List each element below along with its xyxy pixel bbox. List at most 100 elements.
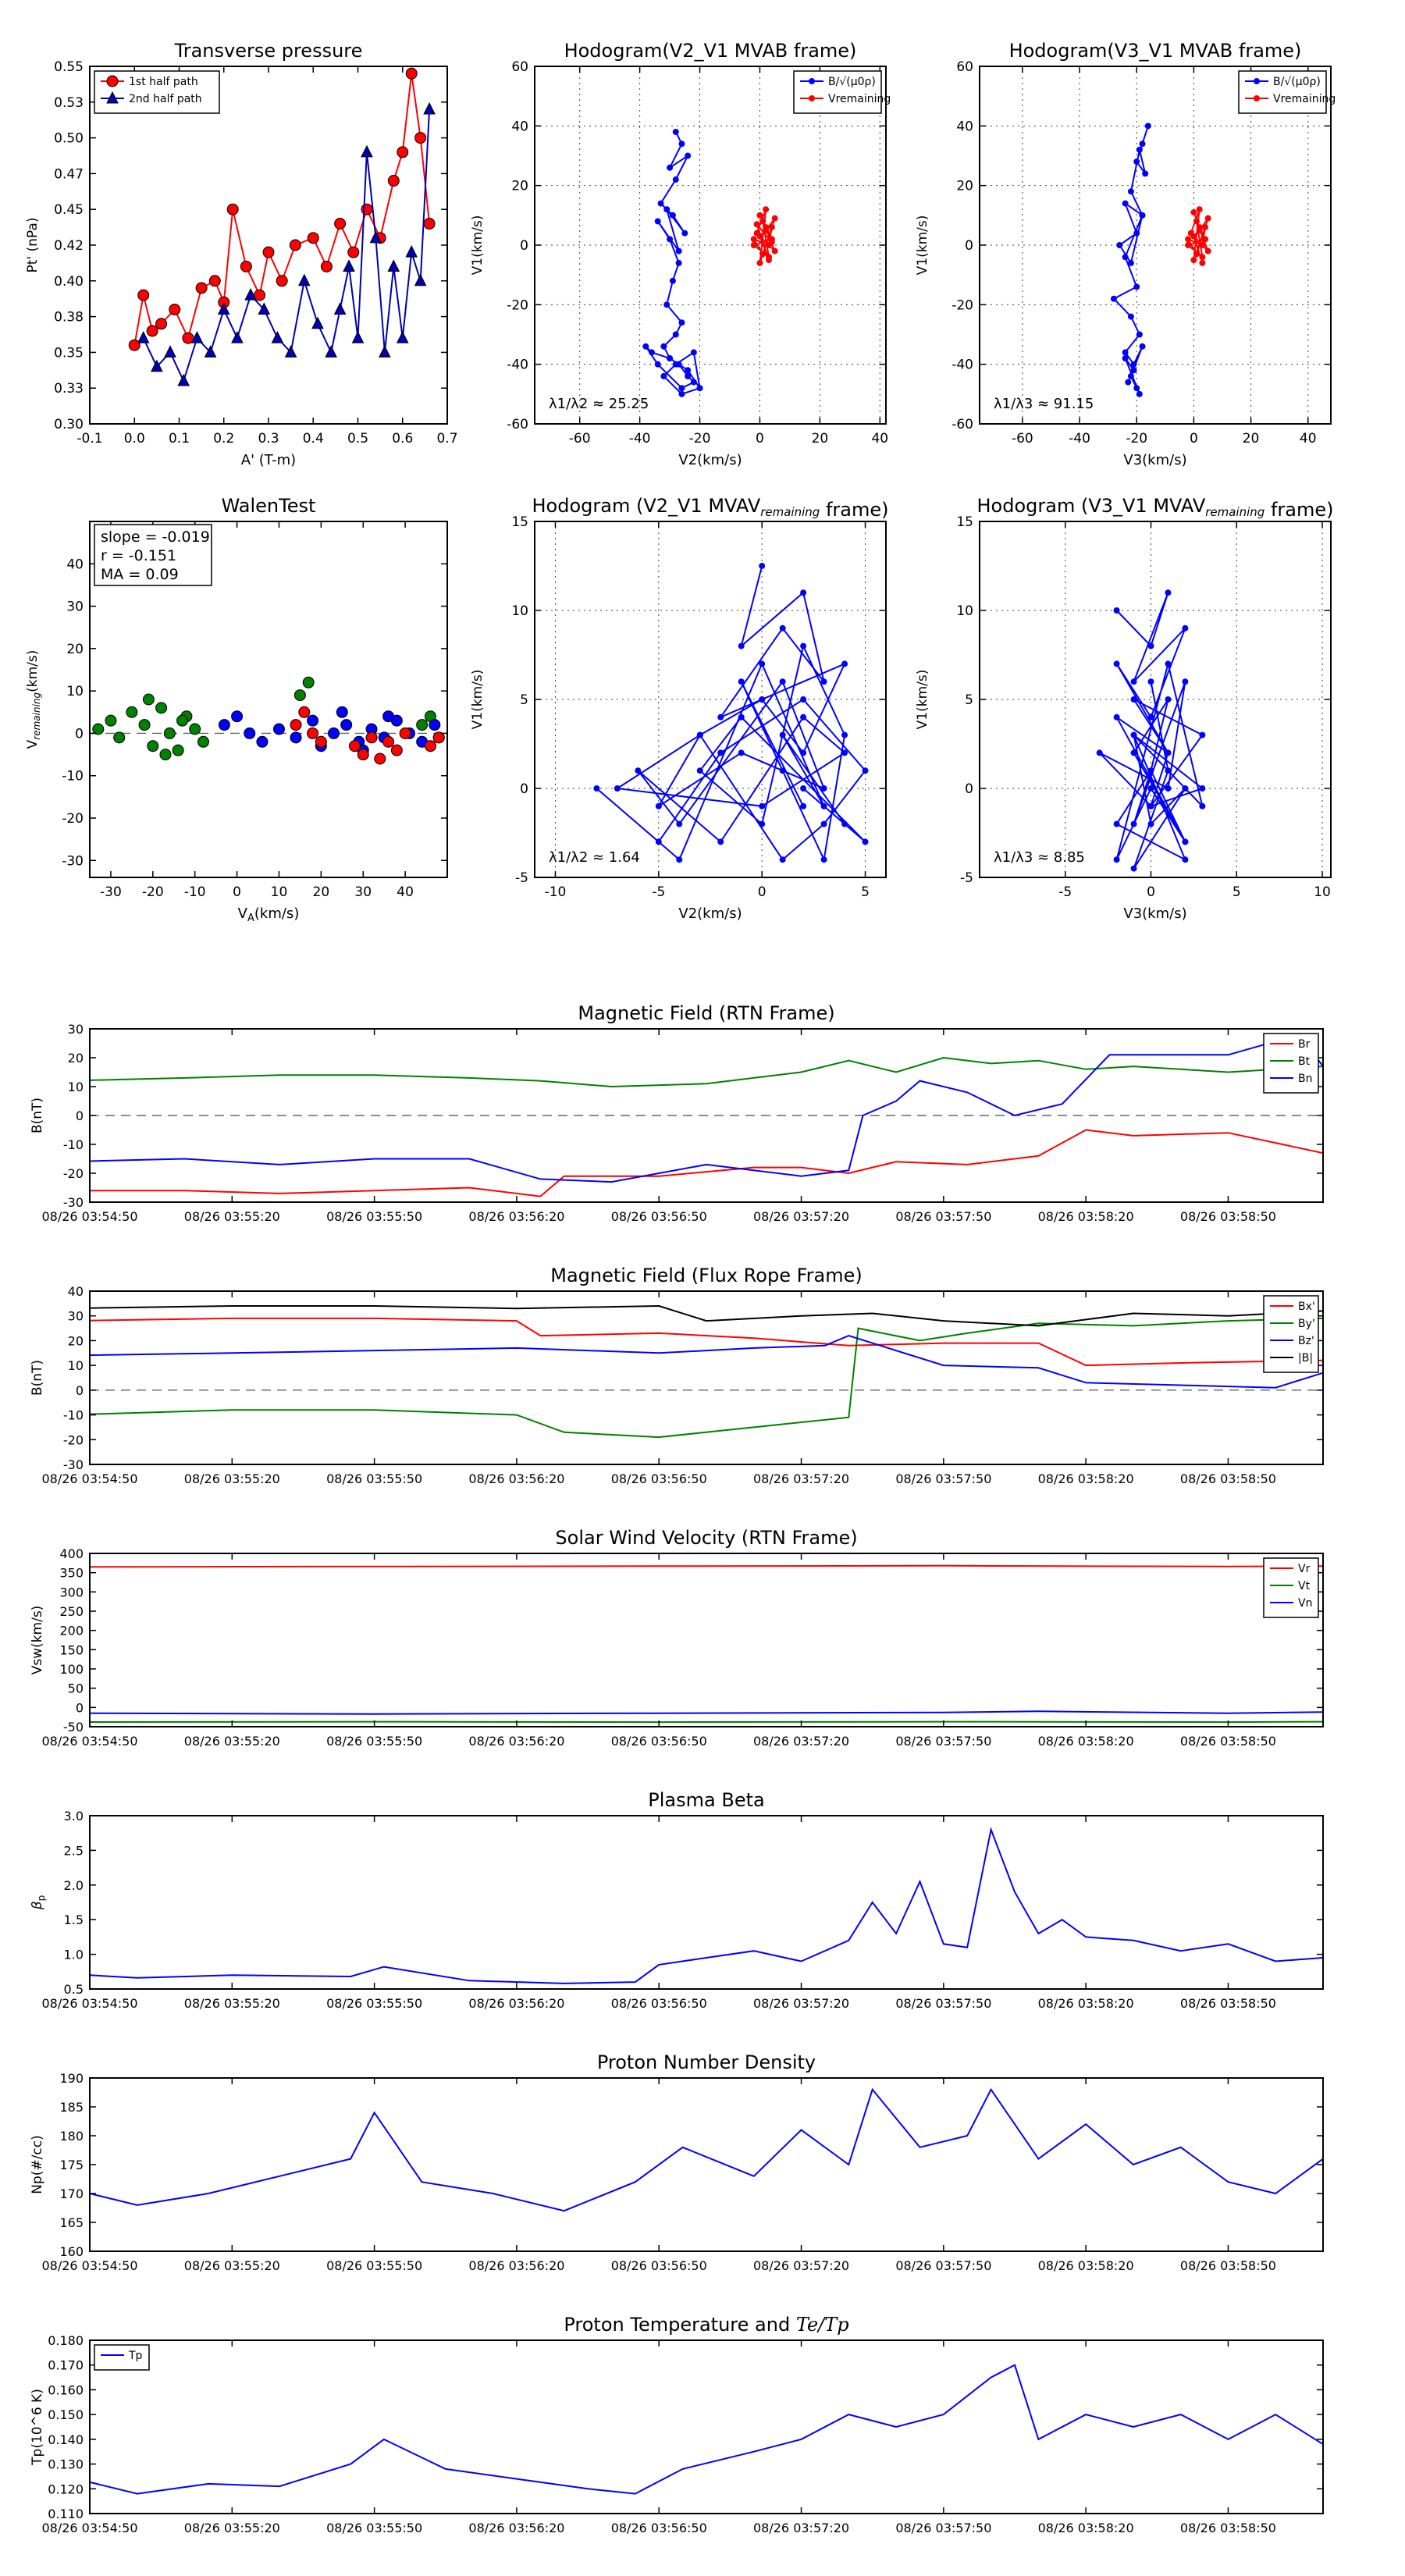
series-1st-half-path-point (423, 218, 436, 230)
plot-frame (89, 2077, 1324, 2252)
series-hodogram-point (800, 589, 807, 596)
y-tick-label: 20 (66, 642, 84, 657)
series-b-0--point (678, 141, 685, 148)
series-hodogram-point (1147, 785, 1154, 792)
series-hodogram-point (800, 642, 807, 649)
series-green-point (113, 731, 126, 744)
x-tick-label: 0 (758, 884, 767, 900)
series-vremaining-point (1199, 254, 1206, 261)
x-tick-label: 0.1 (169, 431, 190, 447)
series-hodogram-point (655, 838, 662, 845)
y-tick-label: -40 (951, 358, 973, 373)
x-tick-label: 20 (1243, 431, 1260, 447)
legend-marker (809, 95, 815, 101)
x-tick-label: 30 (354, 884, 372, 900)
x-tick-label: 08/26 03:54:50 (41, 2521, 137, 2535)
x-tick-label: -10 (184, 884, 206, 900)
x-tick-label: 0 (756, 431, 764, 447)
stats-box (94, 524, 212, 586)
series-b-0--point (1139, 141, 1146, 148)
series-red-point (348, 740, 361, 753)
plot-area (642, 128, 778, 397)
series-blue-point (256, 735, 269, 748)
x-tick-label: 08/26 03:56:50 (611, 2521, 707, 2535)
y-tick-label: 15 (511, 514, 528, 530)
x-tick-label: 08/26 03:54:50 (41, 1734, 137, 1749)
x-tick-label: -10 (545, 884, 567, 900)
x-tick-label: 08/26 03:57:20 (753, 2258, 849, 2273)
x-tick-label: 08/26 03:58:20 (1038, 1209, 1134, 1224)
y-tick-label: 40 (956, 119, 973, 134)
series-1st-half-path-point (262, 246, 275, 258)
series-green-point (172, 744, 184, 756)
y-tick-label: 190 (59, 2071, 84, 2086)
series-bz--line (90, 1335, 1323, 1389)
series-blue-point (307, 714, 319, 727)
series-vremaining-point (771, 215, 778, 222)
x-tick-label: 0.2 (213, 431, 234, 447)
x-tick-label: 08/26 03:55:50 (326, 1734, 422, 1749)
series-blue-point (340, 719, 353, 731)
legend-label: Bn (1298, 1073, 1312, 1085)
x-tick-label: 08/26 03:56:20 (468, 1209, 564, 1224)
x-tick-label: -20 (689, 431, 711, 447)
x-tick-label: 08/26 03:55:50 (326, 1996, 422, 2011)
series-1st-half-path-point (240, 260, 252, 272)
x-tick-label: 08/26 03:58:50 (1180, 1734, 1276, 1749)
x-tick-label: 08/26 03:55:50 (326, 1471, 422, 1486)
y-tick-label: 0.180 (48, 2333, 84, 2348)
series-2nd-half-path-point (244, 288, 257, 301)
series-red-point (390, 744, 403, 756)
series-hodogram-point (738, 678, 745, 685)
x-tick-label: 0.6 (392, 431, 413, 447)
series-hodogram-point (738, 713, 745, 720)
series-hodogram-point (779, 767, 786, 774)
series-b-0--point (660, 343, 667, 350)
series-vremaining-point (759, 218, 767, 225)
series-hodogram-point (862, 838, 869, 845)
series-hodogram-point (862, 767, 869, 774)
series-b-0--point (1122, 200, 1129, 207)
series-hodogram-point (800, 785, 807, 792)
series-beta-line (90, 1827, 1323, 1984)
x-tick-label: 08/26 03:54:50 (41, 1209, 137, 1224)
series-1st-half-path-point (276, 275, 288, 287)
series-b-0--point (1130, 367, 1137, 374)
series-1st-half-path-point (361, 203, 373, 215)
chart-title: Hodogram (V3_V1 MVAVremaining frame) (977, 495, 1334, 521)
series-b-0--point (1116, 242, 1123, 248)
series-blue-point (336, 706, 348, 718)
y-tick-label: 350 (59, 1566, 84, 1581)
legend-label: Br (1298, 1038, 1311, 1051)
chart-title: WalenTest (222, 495, 316, 517)
y-axis-label: B(nT) (30, 1360, 45, 1396)
y-tick-label: 0.53 (54, 95, 84, 111)
x-tick-label: 08/26 03:56:20 (468, 1734, 564, 1749)
x-tick-label: 0 (1147, 884, 1155, 900)
series-b-0--point (1133, 385, 1140, 392)
y-tick-label: -20 (62, 811, 84, 827)
series-b-0--point (696, 385, 703, 392)
legend-label: B/√(μ0ρ) (1273, 76, 1321, 88)
legend-label: Bx' (1298, 1300, 1315, 1313)
series-green-point (155, 702, 168, 714)
y-tick-label: -20 (507, 297, 528, 313)
y-tick-label: 20 (511, 179, 528, 194)
y-tick-label: 165 (59, 2215, 84, 2230)
series-green-point (189, 723, 201, 735)
plot-area (90, 1034, 1323, 1197)
series-vremaining-point (1185, 242, 1192, 248)
series-2nd-half-path-point (405, 245, 418, 258)
y-tick-label: 185 (59, 2100, 84, 2115)
series-1st-half-path-point (387, 175, 400, 187)
series-vremaining-point (756, 259, 763, 266)
series-vremaining-point (1190, 209, 1197, 216)
chart-title: Hodogram(V2_V1 MVAB frame) (564, 40, 857, 62)
series-vremaining-point (759, 251, 767, 258)
x-axis-label: V3(km/s) (1123, 906, 1186, 922)
y-tick-label: 0.120 (48, 2482, 84, 2496)
series-1st-half-path-point (137, 289, 150, 301)
y-tick-label: 0.30 (54, 417, 84, 432)
plot-area (593, 563, 869, 863)
